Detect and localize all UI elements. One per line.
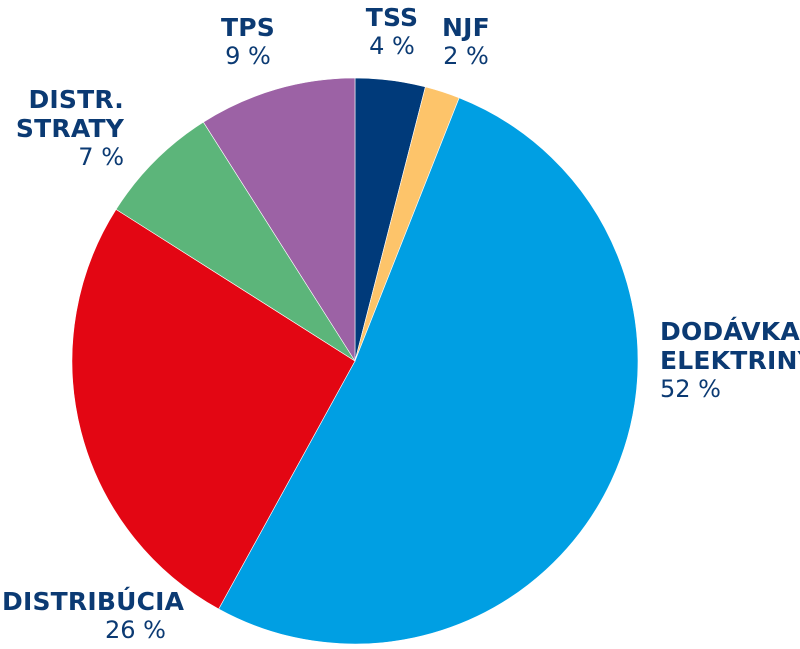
slice-label-tss: TSS 4 % [350,3,434,60]
slice-name-dodavka-line2: ELEKTRINY [660,345,800,375]
slice-label-dodavka-elektriny: DODÁVKA ELEKTRINY 52 % [660,317,800,403]
slice-value-distr-straty: 7 % [78,142,124,171]
pie-slice-distribucia [71,208,356,610]
slice-label-njf: NJF 2 % [430,13,502,70]
slice-name-tps: TPS [221,13,275,42]
slice-name-tss: TSS [365,3,419,32]
slice-value-tps: 9 % [225,41,271,70]
slice-name-njf: NJF [442,13,490,42]
slice-value-distribucia: 26 % [105,615,166,644]
slice-label-distr-straty: DISTR. STRATY 7 % [12,85,124,171]
pie-slice-dodavka-elektriny [218,97,639,645]
slice-value-tss: 4 % [369,31,415,60]
slice-name-dodavka-line1: DODÁVKA [660,317,800,346]
slice-name-distribucia: DISTRIBÚCIA [2,587,185,616]
slice-label-tps: TPS 9 % [206,13,290,70]
slice-name-distr-straty-line1: DISTR. [28,85,124,114]
slice-name-distr-straty-line2: STRATY [15,113,124,143]
slice-value-dodavka-elektriny: 52 % [660,374,721,403]
slice-label-distribucia: DISTRIBÚCIA 26 % [2,587,185,644]
pie-slice-tps [202,77,356,363]
pie-slice-distr-straty [115,121,356,362]
slice-value-njf: 2 % [443,41,489,70]
